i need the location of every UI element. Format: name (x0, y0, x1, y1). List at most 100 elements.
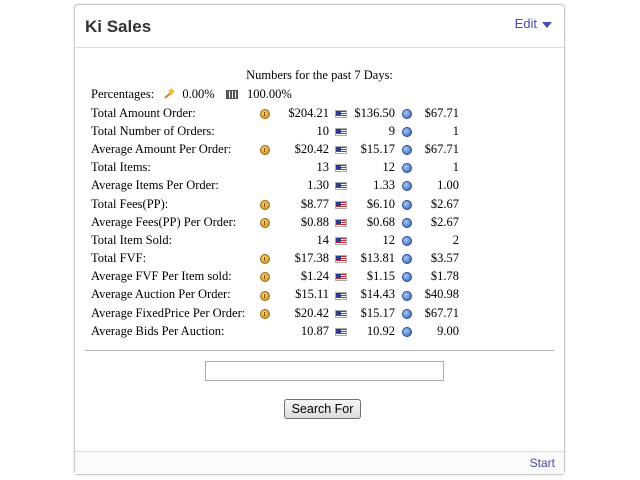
search-input[interactable] (205, 361, 444, 381)
stat-label: Total Items: (91, 160, 151, 175)
coin-icon-cell (255, 122, 275, 140)
coin-icon-cell (255, 286, 275, 304)
globe-icon (402, 254, 412, 265)
globe-icon-cell (397, 268, 417, 286)
stat-value-total: $204.21 (288, 105, 329, 120)
globe-icon-cell (397, 304, 417, 322)
stat-value-total: $0.88 (300, 214, 329, 229)
stat-value-us: 1.33 (373, 178, 395, 193)
stat-value-total: $17.38 (294, 251, 329, 266)
stat-value-total: $1.24 (300, 269, 329, 284)
us-flag-icon (335, 237, 347, 246)
globe-icon-cell (397, 213, 417, 231)
flag-icon-cell (331, 159, 351, 177)
globe-icon-cell (397, 250, 417, 268)
stat-value-total: 14 (316, 232, 330, 247)
stats-row: Average Auction Per Order: $15.11 $14.43 $4… (89, 286, 461, 304)
coin-icon-cell (255, 177, 275, 195)
stat-value-total: 10.87 (300, 323, 329, 338)
percentage-auction: 0.00% (182, 86, 215, 101)
stat-value-total: $8.77 (300, 196, 329, 211)
ki-sales-widget: Ki Sales Edit Numbers for the past 7 Day… (74, 4, 565, 475)
stat-value-total: 1.30 (307, 178, 329, 193)
flag-icon-cell (331, 286, 351, 304)
stats-row: Average Bids Per Auction: 10.87 10.92 9.00 (89, 322, 461, 340)
start-link[interactable]: Start (529, 456, 555, 470)
us-flag-icon (335, 327, 347, 336)
flag-icon-cell (331, 195, 351, 213)
stat-value-intl: $3.57 (430, 251, 459, 266)
stat-value-intl: 2 (452, 232, 459, 247)
globe-icon-cell (397, 322, 417, 340)
coin-icon-cell (255, 104, 275, 122)
coin-icon-cell (255, 250, 275, 268)
us-flag-icon (335, 255, 347, 264)
stats-row: Average Items Per Order: 1.30 1.33 1.00 (89, 177, 461, 195)
stat-value-us: 12 (382, 160, 396, 175)
stat-value-intl: $67.71 (424, 141, 459, 156)
stat-value-total: 10 (316, 123, 330, 138)
globe-icon (402, 181, 412, 192)
globe-icon (402, 290, 412, 301)
stat-value-us: $15.17 (360, 305, 395, 320)
globe-icon-cell (397, 195, 417, 213)
us-flag-icon (335, 182, 347, 191)
coin-icon-cell (255, 268, 275, 286)
coin-icon-cell (255, 195, 275, 213)
flag-icon-cell (331, 140, 351, 158)
stat-value-us: 9 (388, 123, 395, 138)
globe-icon (402, 236, 412, 247)
coin-icon-cell (255, 159, 275, 177)
stat-value-intl: 1 (452, 123, 459, 138)
flag-icon-cell (331, 177, 351, 195)
percentages-label: Percentages: (91, 86, 155, 101)
percentages-line: Percentages: 0.00% 100.00% (91, 86, 292, 102)
stat-label: Average Auction Per Order: (91, 287, 231, 302)
globe-icon (402, 199, 412, 210)
percentage-fixed-price: 100.00% (246, 86, 292, 101)
coin-icon-cell (255, 213, 275, 231)
stat-value-us: $6.10 (366, 196, 395, 211)
flag-icon-cell (331, 122, 351, 140)
coin-icon (260, 108, 270, 119)
coin-icon (260, 308, 270, 319)
stat-value-total: $20.42 (294, 305, 329, 320)
coin-icon-cell (255, 140, 275, 158)
stat-value-intl: 1.00 (437, 178, 459, 193)
stat-label: Total Number of Orders: (91, 123, 215, 138)
flag-icon-cell (331, 268, 351, 286)
stat-value-us: 12 (382, 232, 396, 247)
us-flag-icon (335, 291, 347, 300)
stats-row: Average Fees(PP) Per Order: $0.88 $0.68 $2.… (89, 213, 461, 231)
globe-icon (402, 163, 412, 174)
stat-label: Total Amount Order: (91, 105, 196, 120)
stats-row: Total FVF: $17.38 $13.81 $3.57 (89, 250, 461, 268)
globe-icon-cell (397, 104, 417, 122)
stat-value-us: $0.68 (366, 214, 395, 229)
stat-value-us: $13.81 (360, 251, 395, 266)
globe-icon-cell (397, 140, 417, 158)
us-flag-icon (335, 273, 347, 282)
coin-icon-cell (255, 322, 275, 340)
stat-value-us: 10.92 (366, 323, 395, 338)
stat-value-us: $14.43 (360, 287, 395, 302)
stat-value-intl: $2.67 (430, 214, 459, 229)
divider (85, 350, 554, 351)
stat-value-us: $1.15 (366, 269, 395, 284)
edit-menu-button[interactable]: Edit (515, 16, 552, 31)
globe-icon-cell (397, 286, 417, 304)
coin-icon (260, 145, 270, 156)
globe-icon (402, 272, 412, 283)
flag-icon-cell (331, 322, 351, 340)
stats-row: Average FVF Per Item sold: $1.24 $1.15 $1.7… (89, 268, 461, 286)
stat-label: Average Bids Per Auction: (91, 323, 225, 338)
stat-label: Total Fees(PP): (91, 196, 169, 211)
fixed-price-icon (225, 89, 238, 99)
coin-icon (260, 290, 270, 301)
stat-label: Average Amount Per Order: (91, 141, 232, 156)
search-for-button[interactable]: Search For (284, 399, 361, 419)
stat-value-total: $20.42 (294, 141, 329, 156)
stat-value-us: $15.17 (360, 141, 395, 156)
us-flag-icon (335, 127, 347, 136)
coin-icon (260, 272, 270, 283)
